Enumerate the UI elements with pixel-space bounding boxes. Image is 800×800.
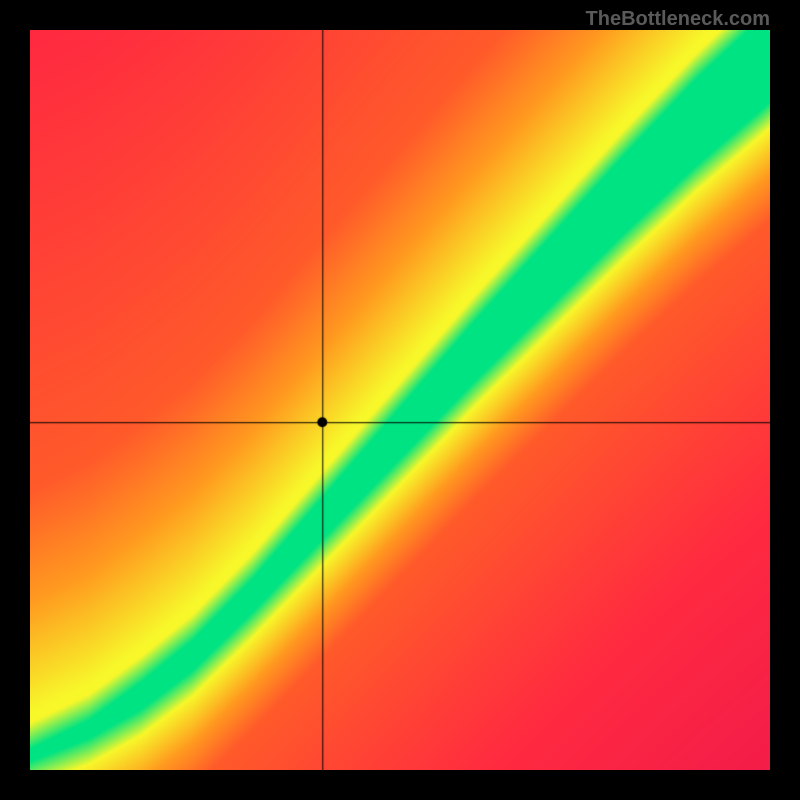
heatmap-plot	[30, 30, 770, 770]
heatmap-canvas	[30, 30, 770, 770]
chart-container: TheBottleneck.com	[0, 0, 800, 800]
watermark-text: TheBottleneck.com	[586, 8, 770, 31]
